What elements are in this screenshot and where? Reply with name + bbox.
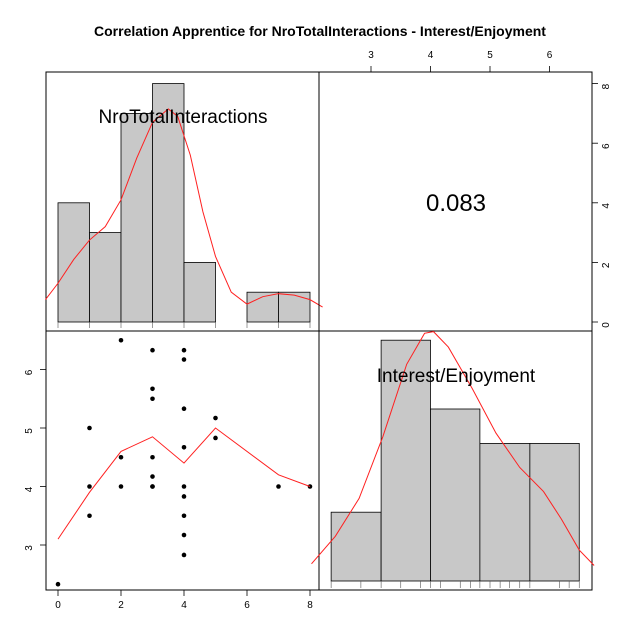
- tick-label: 3: [24, 545, 35, 551]
- hist-bar: [278, 291, 311, 323]
- tick-label: 5: [487, 50, 493, 61]
- tick-label: 6: [601, 143, 612, 149]
- panel-frame: [45, 330, 320, 591]
- scatter-point: [150, 484, 155, 489]
- tick-label: 6: [244, 600, 250, 611]
- correlation-value: 0.083: [426, 190, 486, 217]
- var-label-x: NroTotalInteractions: [99, 107, 268, 128]
- hist-bar: [479, 442, 531, 582]
- scatter-point: [181, 484, 187, 489]
- hist-bar: [330, 511, 382, 582]
- panel-bottom-left: [45, 330, 320, 591]
- tick-label: 6: [24, 369, 35, 375]
- panel-frame: [318, 330, 593, 591]
- scatter-point: [150, 474, 155, 479]
- smooth-line: [57, 427, 311, 540]
- tick-label: 4: [181, 600, 187, 611]
- scatter-point: [118, 337, 124, 343]
- axes: 0 2 4 6 8 3 4 5 6 3 4 5 6 0 2 4 6 8: [24, 50, 612, 611]
- tick-label: 4: [24, 486, 35, 492]
- scatter-point: [150, 386, 155, 392]
- scatter-point: [213, 435, 218, 441]
- tick-label: 3: [368, 50, 374, 61]
- tick-label: 8: [307, 600, 313, 611]
- tick-label: 4: [428, 50, 434, 61]
- scatter-point: [150, 347, 155, 353]
- scatter-point: [87, 513, 92, 519]
- density-curve: [45, 108, 323, 308]
- scatter-point: [181, 494, 187, 499]
- tick-label: 0: [601, 322, 612, 328]
- scatter-point: [276, 484, 281, 489]
- hist-bar: [380, 339, 431, 582]
- scatter-point: [181, 357, 187, 362]
- scatter-point: [181, 347, 187, 353]
- scatter-point: [150, 454, 155, 460]
- scatter-point: [213, 415, 218, 421]
- hist-bar: [120, 113, 153, 323]
- scatter-point: [55, 581, 61, 587]
- scatter-point: [118, 454, 124, 460]
- scatter-point: [181, 406, 187, 411]
- panel-top-left: [45, 71, 323, 332]
- tick-label: 2: [118, 600, 124, 611]
- tick-label: 5: [24, 428, 35, 434]
- scatter-point: [181, 532, 187, 538]
- scatter-point: [118, 484, 124, 489]
- hist-bar: [430, 408, 481, 582]
- hist-bar: [152, 83, 185, 323]
- var-label-y: Interest/Enjoyment: [377, 366, 536, 387]
- hist-bar: [57, 202, 90, 323]
- hist-bar: [89, 232, 122, 323]
- chart-title: Correlation Apprentice for NroTotalInter…: [94, 23, 546, 39]
- tick-label: 2: [601, 262, 612, 268]
- tick-label: 4: [601, 203, 612, 209]
- scatter-point: [181, 552, 187, 558]
- tick-label: 8: [601, 83, 612, 89]
- panel-bottom-right: [311, 330, 595, 591]
- hist-bar: [529, 442, 580, 582]
- hist-bar: [183, 261, 216, 323]
- density-curve: [311, 331, 595, 566]
- scatter-point: [181, 445, 187, 450]
- scatter-point: [87, 484, 92, 489]
- tick-label: 6: [547, 50, 553, 61]
- scatter-point: [181, 513, 187, 519]
- tick-label: 0: [55, 600, 61, 611]
- scatter-point: [150, 396, 155, 402]
- scatter-point: [87, 425, 92, 431]
